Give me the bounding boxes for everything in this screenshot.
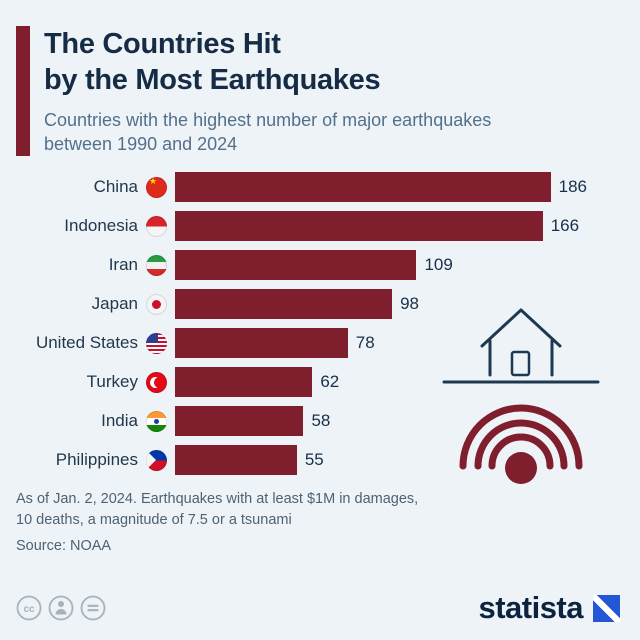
license-icons: cc	[16, 595, 106, 621]
bar-china	[175, 172, 551, 203]
subtitle-line-1: Countries with the highest number of maj…	[44, 109, 492, 130]
statista-logo-text: statista	[478, 590, 583, 625]
bar-india	[175, 406, 304, 437]
chart-row-indonesia: Indonesia 166	[16, 211, 624, 242]
country-label: Turkey	[86, 372, 138, 392]
chart-row-turkey: Turkey 62	[16, 367, 624, 398]
bar-japan	[175, 289, 393, 320]
country-label: Japan	[91, 294, 138, 314]
bar-track: 62	[175, 367, 587, 398]
chart-row-china: China 186	[16, 172, 624, 203]
header-text: The Countries Hit by the Most Earthquake…	[44, 26, 491, 156]
chart-row-philippines: Philippines 55	[16, 445, 624, 476]
bar-track: 109	[175, 250, 587, 281]
source-label: Source: NOAA	[16, 538, 112, 555]
chart-row-united-states: United States 78	[16, 328, 624, 359]
chart-row-japan: Japan 98	[16, 289, 624, 320]
bar-value: 109	[424, 255, 453, 275]
country-label: Indonesia	[64, 216, 138, 236]
philippines-flag-icon	[146, 449, 167, 471]
statista-logo-mark-icon	[593, 594, 620, 622]
accent-bar	[16, 26, 30, 157]
bar-value: 186	[558, 177, 587, 197]
bar-track: 186	[175, 172, 587, 203]
chart-row-india: India 58	[16, 406, 624, 437]
page-subtitle: Countries with the highest number of maj…	[44, 108, 491, 157]
bar-united-states	[175, 328, 348, 359]
iran-flag-icon	[146, 254, 167, 276]
chart-row-iran: Iran 109	[16, 250, 624, 281]
attribution-icon[interactable]	[48, 595, 74, 621]
bar-track: 58	[175, 406, 587, 437]
statista-logo[interactable]: statista	[478, 590, 620, 626]
title-line-1: The Countries Hit	[44, 28, 281, 60]
bar-indonesia	[175, 211, 543, 242]
bar-philippines	[175, 445, 297, 476]
footnote-line-1: As of Jan. 2, 2024. Earthquakes with at …	[16, 491, 419, 508]
india-flag-icon	[146, 410, 167, 432]
bar-chart: China 186 Indonesia 166 Iran 109 Ja	[16, 172, 624, 476]
title-line-2: by the Most Earthquakes	[44, 64, 381, 97]
country-label: India	[101, 411, 138, 431]
turkey-flag-icon	[146, 371, 167, 393]
svg-text:cc: cc	[23, 604, 35, 615]
house-icon	[480, 308, 562, 377]
bottom-bar: cc statista	[16, 590, 620, 626]
country-label: China	[93, 177, 138, 197]
bar-value: 55	[304, 450, 324, 470]
japan-flag-icon	[146, 293, 167, 315]
bar-value: 58	[311, 411, 331, 431]
bar-value: 98	[400, 294, 419, 314]
country-label: Iran	[108, 255, 138, 275]
cc-icon[interactable]: cc	[16, 595, 42, 621]
country-label: United States	[35, 333, 138, 353]
seismic-waves-icon	[459, 404, 583, 470]
earthquake-illustration	[442, 296, 600, 488]
united-states-flag-icon	[146, 332, 167, 354]
bar-value: 166	[550, 216, 580, 236]
header: The Countries Hit by the Most Earthquake…	[16, 26, 624, 157]
bar-track: 55	[175, 445, 587, 476]
subtitle-line-2: between 1990 and 2024	[44, 133, 238, 154]
bar-track: 98	[175, 289, 587, 320]
bar-iran	[175, 250, 417, 281]
country-label: Philippines	[55, 450, 138, 470]
bar-track: 78	[175, 328, 587, 359]
footnote: As of Jan. 2, 2024. Earthquakes with at …	[16, 489, 624, 531]
bar-value: 78	[355, 333, 375, 353]
bar-turkey	[175, 367, 313, 398]
bar-track: 166	[175, 211, 587, 242]
no-derivatives-icon[interactable]	[80, 595, 106, 621]
page-title: The Countries Hit by the Most Earthquake…	[44, 26, 491, 99]
footnote-line-2: 10 deaths, a magnitude of 7.5 or a tsuna…	[16, 512, 292, 529]
epicenter-dot	[505, 452, 537, 484]
indonesia-flag-icon	[146, 215, 167, 237]
china-flag-icon	[146, 176, 167, 198]
bar-value: 62	[320, 372, 340, 392]
